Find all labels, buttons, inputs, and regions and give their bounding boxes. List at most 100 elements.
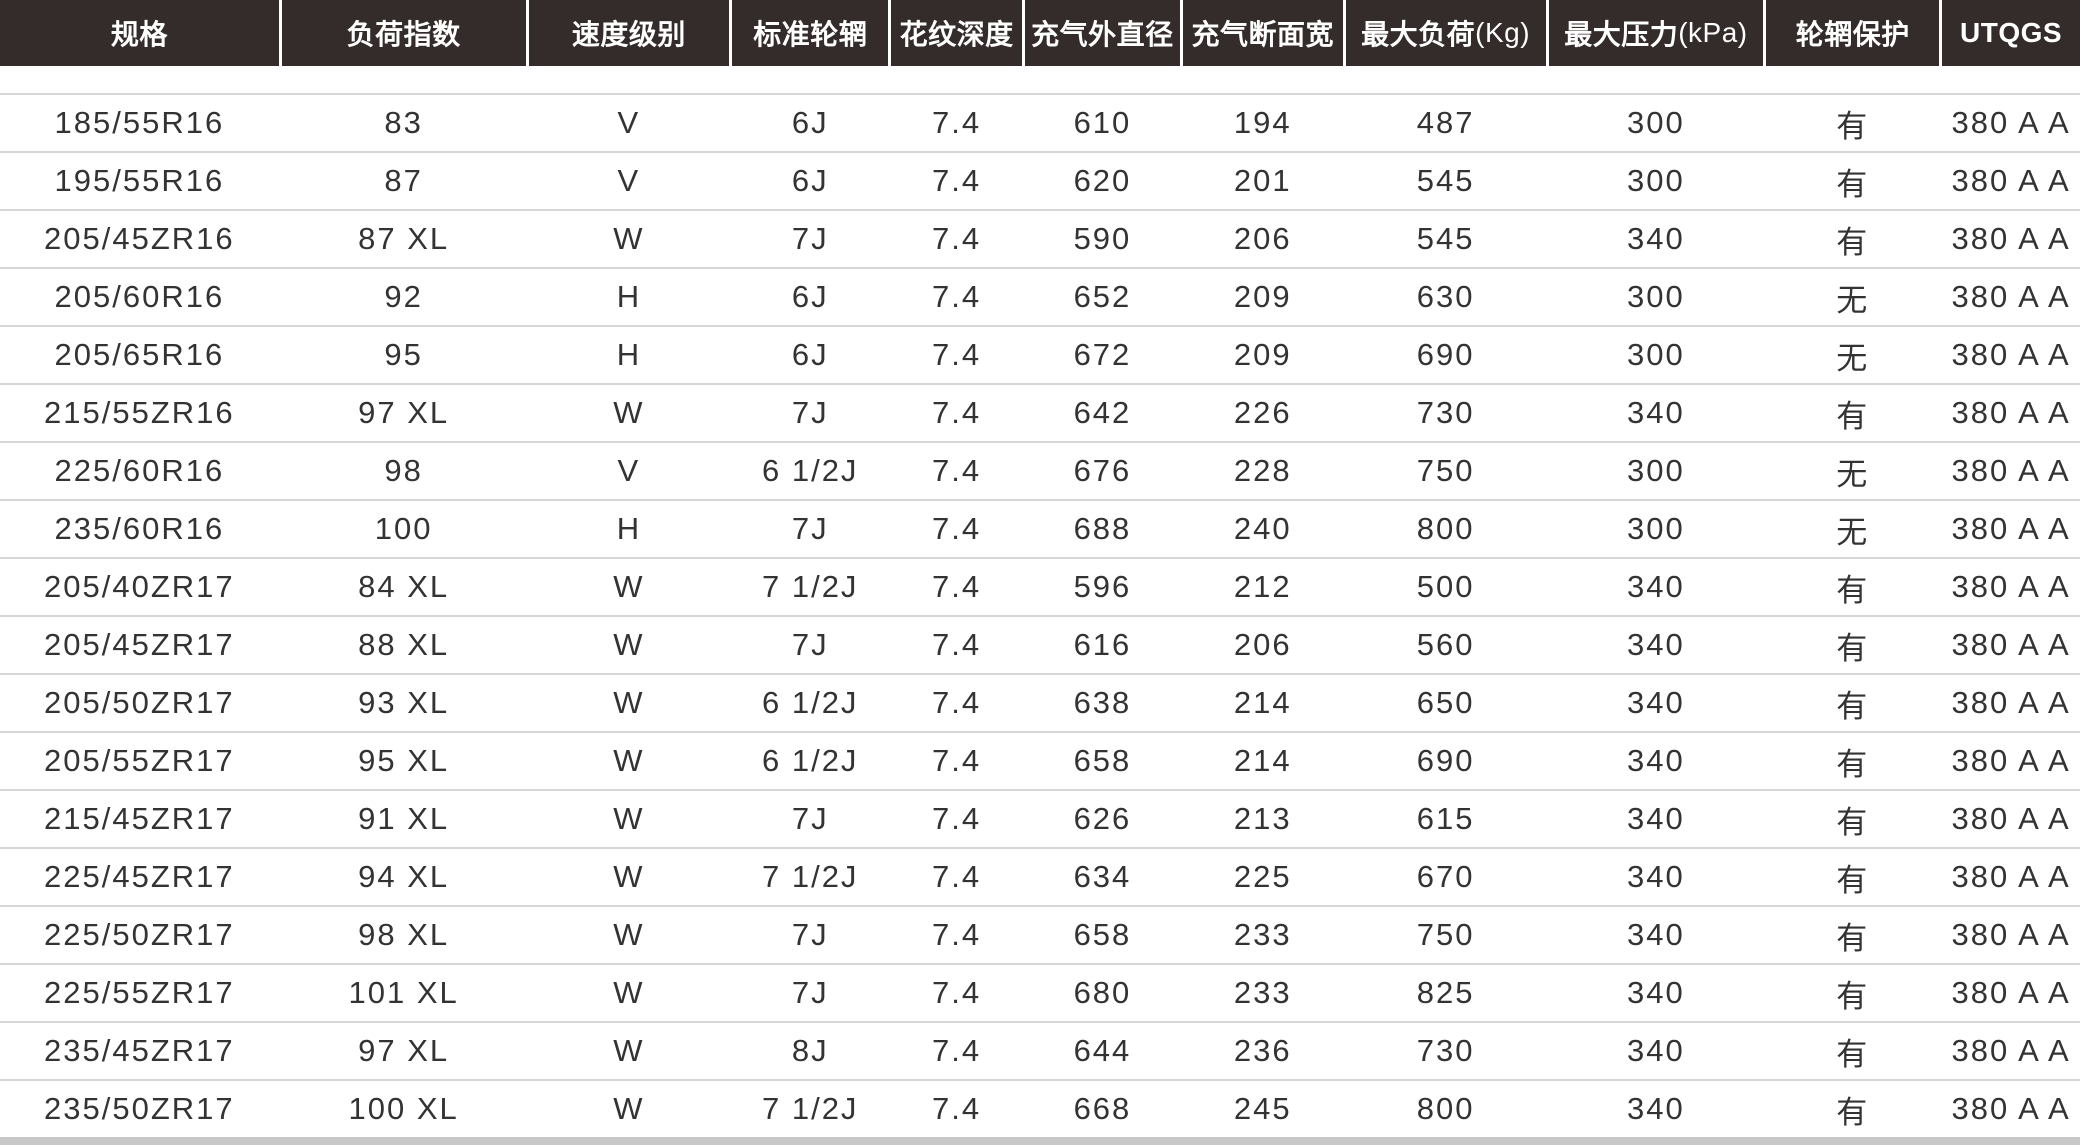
cell-speed-rating: W — [613, 859, 645, 894]
cell-load-index: 88 XL — [358, 627, 450, 662]
cell-speed-rating: V — [617, 453, 641, 488]
cell-max-load: 750 — [1416, 917, 1475, 952]
cell-tread-depth: 7.4 — [932, 569, 982, 604]
cell-inflated-section-width: 236 — [1233, 1033, 1292, 1068]
table-row: 225/45ZR17 94 XL W 7 1/2J 7.4 634 225 670 340 有 38… — [0, 847, 2080, 905]
cell-size: 225/45ZR17 — [44, 859, 235, 894]
cell-rim-protection: 有 — [1836, 398, 1870, 434]
cell-inflated-section-width: 233 — [1233, 917, 1292, 952]
cell-utqgs: 380 A A — [1951, 917, 2071, 952]
cell-standard-rim: 7J — [791, 917, 829, 952]
cell-tread-depth: 7.4 — [932, 685, 982, 720]
column-header-utqgs: UTQGS — [1942, 0, 2080, 66]
cell-max-pressure: 340 — [1627, 801, 1685, 836]
cell-standard-rim: 7 1/2J — [761, 569, 859, 604]
cell-load-index: 83 — [384, 105, 423, 140]
cell-load-index: 101 XL — [348, 975, 459, 1010]
cell-inflated-section-width: 194 — [1233, 105, 1292, 140]
cell-max-pressure: 340 — [1627, 221, 1685, 256]
cell-load-index: 97 XL — [358, 1033, 450, 1068]
column-header-label: 花纹深度 — [899, 19, 1014, 50]
cell-max-pressure: 340 — [1627, 1033, 1685, 1068]
cell-load-index: 98 — [384, 453, 423, 488]
column-header-label: 标准轮辋 — [753, 19, 868, 50]
cell-utqgs: 380 A A — [1951, 743, 2071, 778]
cell-standard-rim: 6J — [791, 105, 829, 140]
table-row: 185/55R16 83 V 6J 7.4 610 194 487 300 有 380 A A — [0, 93, 2080, 151]
cell-load-index: 92 — [384, 279, 423, 314]
cell-max-load: 545 — [1416, 221, 1475, 256]
cell-load-index: 100 XL — [348, 1091, 459, 1126]
table-header: 规格 负荷指数 速度级别 标准轮辋 花纹深度 充气外直径 充气断面宽 最大负荷 (Kg) 最大压力… — [0, 0, 2080, 66]
cell-inflated-diameter: 658 — [1073, 743, 1132, 778]
cell-inflated-section-width: 209 — [1233, 279, 1292, 314]
cell-size: 235/60R16 — [54, 511, 225, 546]
cell-load-index: 95 XL — [358, 743, 450, 778]
table-row: 205/45ZR17 88 XL W 7J 7.4 616 206 560 340 有 380 A … — [0, 615, 2080, 673]
cell-inflated-section-width: 226 — [1233, 395, 1292, 430]
cell-tread-depth: 7.4 — [932, 627, 982, 662]
cell-utqgs: 380 A A — [1951, 511, 2071, 546]
cell-max-load: 690 — [1416, 337, 1475, 372]
cell-rim-protection: 有 — [1836, 572, 1870, 608]
column-header-label: 最大压力 — [1564, 19, 1679, 50]
cell-max-load: 730 — [1416, 395, 1475, 430]
cell-inflated-diameter: 610 — [1073, 105, 1132, 140]
cell-rim-protection: 有 — [1836, 108, 1870, 144]
cell-inflated-diameter: 676 — [1073, 453, 1132, 488]
table-row: 225/55ZR17 101 XL W 7J 7.4 680 233 825 340 有 380 A… — [0, 963, 2080, 1021]
cell-rim-protection: 有 — [1836, 166, 1870, 202]
column-header-max-load: 最大负荷 (Kg) — [1345, 0, 1546, 66]
cell-max-pressure: 340 — [1627, 1091, 1685, 1126]
cell-rim-protection: 有 — [1836, 224, 1870, 260]
cell-size: 205/65R16 — [54, 337, 225, 372]
cell-standard-rim: 7J — [791, 511, 829, 546]
cell-max-load: 615 — [1416, 801, 1475, 836]
cell-utqgs: 380 A A — [1951, 569, 2071, 604]
cell-inflated-diameter: 688 — [1073, 511, 1132, 546]
cell-speed-rating: W — [613, 801, 645, 836]
cell-inflated-section-width: 213 — [1233, 801, 1292, 836]
cell-standard-rim: 7J — [791, 627, 829, 662]
cell-speed-rating: V — [617, 105, 641, 140]
cell-size: 205/45ZR16 — [44, 221, 235, 256]
table-row: 225/50ZR17 98 XL W 7J 7.4 658 233 750 340 有 380 A … — [0, 905, 2080, 963]
cell-tread-depth: 7.4 — [932, 105, 982, 140]
header-spacer — [0, 66, 2080, 93]
cell-load-index: 98 XL — [358, 917, 450, 952]
cell-size: 225/55ZR17 — [44, 975, 235, 1010]
cell-inflated-diameter: 672 — [1073, 337, 1132, 372]
cell-tread-depth: 7.4 — [932, 221, 982, 256]
cell-max-pressure: 340 — [1627, 627, 1685, 662]
cell-tread-depth: 7.4 — [932, 859, 982, 894]
table-row: 205/45ZR16 87 XL W 7J 7.4 590 206 545 340 有 380 A … — [0, 209, 2080, 267]
table-row: 225/60R16 98 V 6 1/2J 7.4 676 228 750 300 无 380 A … — [0, 441, 2080, 499]
cell-tread-depth: 7.4 — [932, 337, 982, 372]
table-row: 215/55ZR16 97 XL W 7J 7.4 642 226 730 340 有 380 A … — [0, 383, 2080, 441]
cell-inflated-diameter: 634 — [1073, 859, 1132, 894]
cell-max-load: 800 — [1416, 1091, 1475, 1126]
cell-max-load: 670 — [1416, 859, 1475, 894]
column-header-rim-protection: 轮辋保护 — [1766, 0, 1940, 66]
cell-tread-depth: 7.4 — [932, 511, 982, 546]
cell-max-pressure: 300 — [1627, 337, 1685, 372]
cell-size: 235/45ZR17 — [44, 1033, 235, 1068]
cell-load-index: 94 XL — [358, 859, 450, 894]
cell-load-index: 100 — [374, 511, 433, 546]
cell-standard-rim: 8J — [791, 1033, 829, 1068]
column-header-label: 速度级别 — [571, 19, 686, 50]
cell-load-index: 84 XL — [358, 569, 450, 604]
cell-max-pressure: 300 — [1627, 163, 1685, 198]
column-header-label: 轮辋保护 — [1795, 19, 1910, 50]
cell-max-load: 825 — [1416, 975, 1475, 1010]
cell-utqgs: 380 A A — [1951, 627, 2071, 662]
table-row: 205/60R16 92 H 6J 7.4 652 209 630 300 无 380 A A — [0, 267, 2080, 325]
cell-standard-rim: 7J — [791, 221, 829, 256]
cell-standard-rim: 6J — [791, 163, 829, 198]
cell-max-load: 487 — [1416, 105, 1475, 140]
cell-utqgs: 380 A A — [1951, 975, 2071, 1010]
cell-size: 185/55R16 — [54, 105, 225, 140]
cell-speed-rating: W — [613, 917, 645, 952]
column-header-speed-rating: 速度级别 — [528, 0, 730, 66]
cell-speed-rating: W — [613, 1033, 645, 1068]
